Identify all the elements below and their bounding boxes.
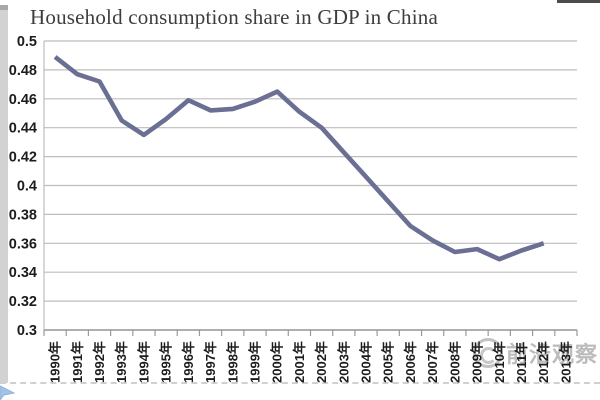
cursor-arrow-icon: [0, 385, 16, 400]
x-tick-label: 1994年: [136, 341, 151, 383]
watermark-text: 前沿观察: [506, 342, 599, 367]
y-tick-label: 0.4: [17, 179, 37, 195]
x-tick-label: 1995年: [159, 341, 174, 383]
y-tick-label: 0.3: [17, 323, 37, 339]
x-tick-label: 2010年: [492, 341, 507, 383]
left-border-strip: [0, 5, 8, 383]
x-tick-label: 1992年: [92, 341, 107, 383]
dashed-divider-line: [0, 382, 600, 384]
x-tick-label: 1997年: [203, 341, 218, 383]
top-right-border-strip: [557, 0, 600, 3]
x-tick-label: 1999年: [247, 341, 262, 383]
watermark: 前沿观察: [473, 337, 598, 369]
y-tick-label: 0.46: [9, 92, 37, 108]
x-tick-label: 2001年: [292, 341, 307, 383]
x-tick-label: 2012年: [536, 341, 551, 383]
x-tick-label: 2011年: [514, 342, 529, 383]
x-tick-label: 2002年: [314, 341, 329, 383]
x-tick-label: 2003年: [336, 341, 351, 383]
y-tick-label: 0.42: [9, 150, 37, 166]
watermark-logo-icon: [473, 338, 503, 368]
y-tick-label: 0.38: [9, 207, 37, 223]
left-border-strip-cap: [0, 5, 8, 10]
y-tick-label: 0.48: [9, 63, 37, 79]
x-tick-label: 2004年: [359, 341, 374, 383]
x-tick-label: 2005年: [381, 341, 396, 383]
x-tick-label: 2009年: [470, 341, 485, 383]
x-tick-label: 1991年: [70, 341, 85, 383]
x-tick-label: 2000年: [270, 341, 285, 383]
y-tick-label: 0.36: [9, 236, 37, 252]
chart-title: Household consumption share in GDP in Ch…: [30, 5, 438, 29]
x-tick-label: 1998年: [225, 341, 240, 383]
x-tick-label: 2007年: [425, 341, 440, 383]
x-tick-label: 1990年: [48, 341, 63, 383]
x-tick-label: 1993年: [114, 341, 129, 383]
x-tick-label: 2013年: [558, 341, 573, 383]
x-tick-label: 1996年: [181, 341, 196, 383]
data-line-series: [53, 55, 545, 262]
y-tick-label: 0.32: [9, 294, 37, 310]
x-tick-label: 2006年: [403, 341, 418, 383]
y-tick-label: 0.44: [9, 121, 37, 137]
y-tick-label: 0.34: [9, 265, 37, 281]
x-tick-label: 2008年: [447, 341, 462, 383]
y-tick-label: 0.5: [17, 34, 37, 50]
